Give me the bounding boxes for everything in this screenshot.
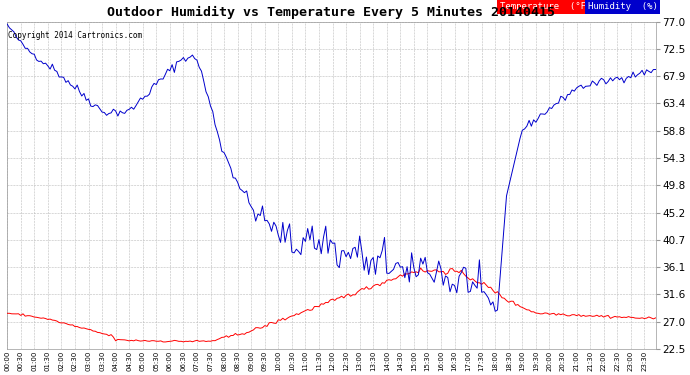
Text: Temperature  (°F): Temperature (°F) <box>500 2 591 11</box>
Text: Copyright 2014 Cartronics.com: Copyright 2014 Cartronics.com <box>8 32 143 40</box>
Text: Humidity  (%): Humidity (%) <box>588 2 658 11</box>
Title: Outdoor Humidity vs Temperature Every 5 Minutes 20140415: Outdoor Humidity vs Temperature Every 5 … <box>108 6 555 19</box>
